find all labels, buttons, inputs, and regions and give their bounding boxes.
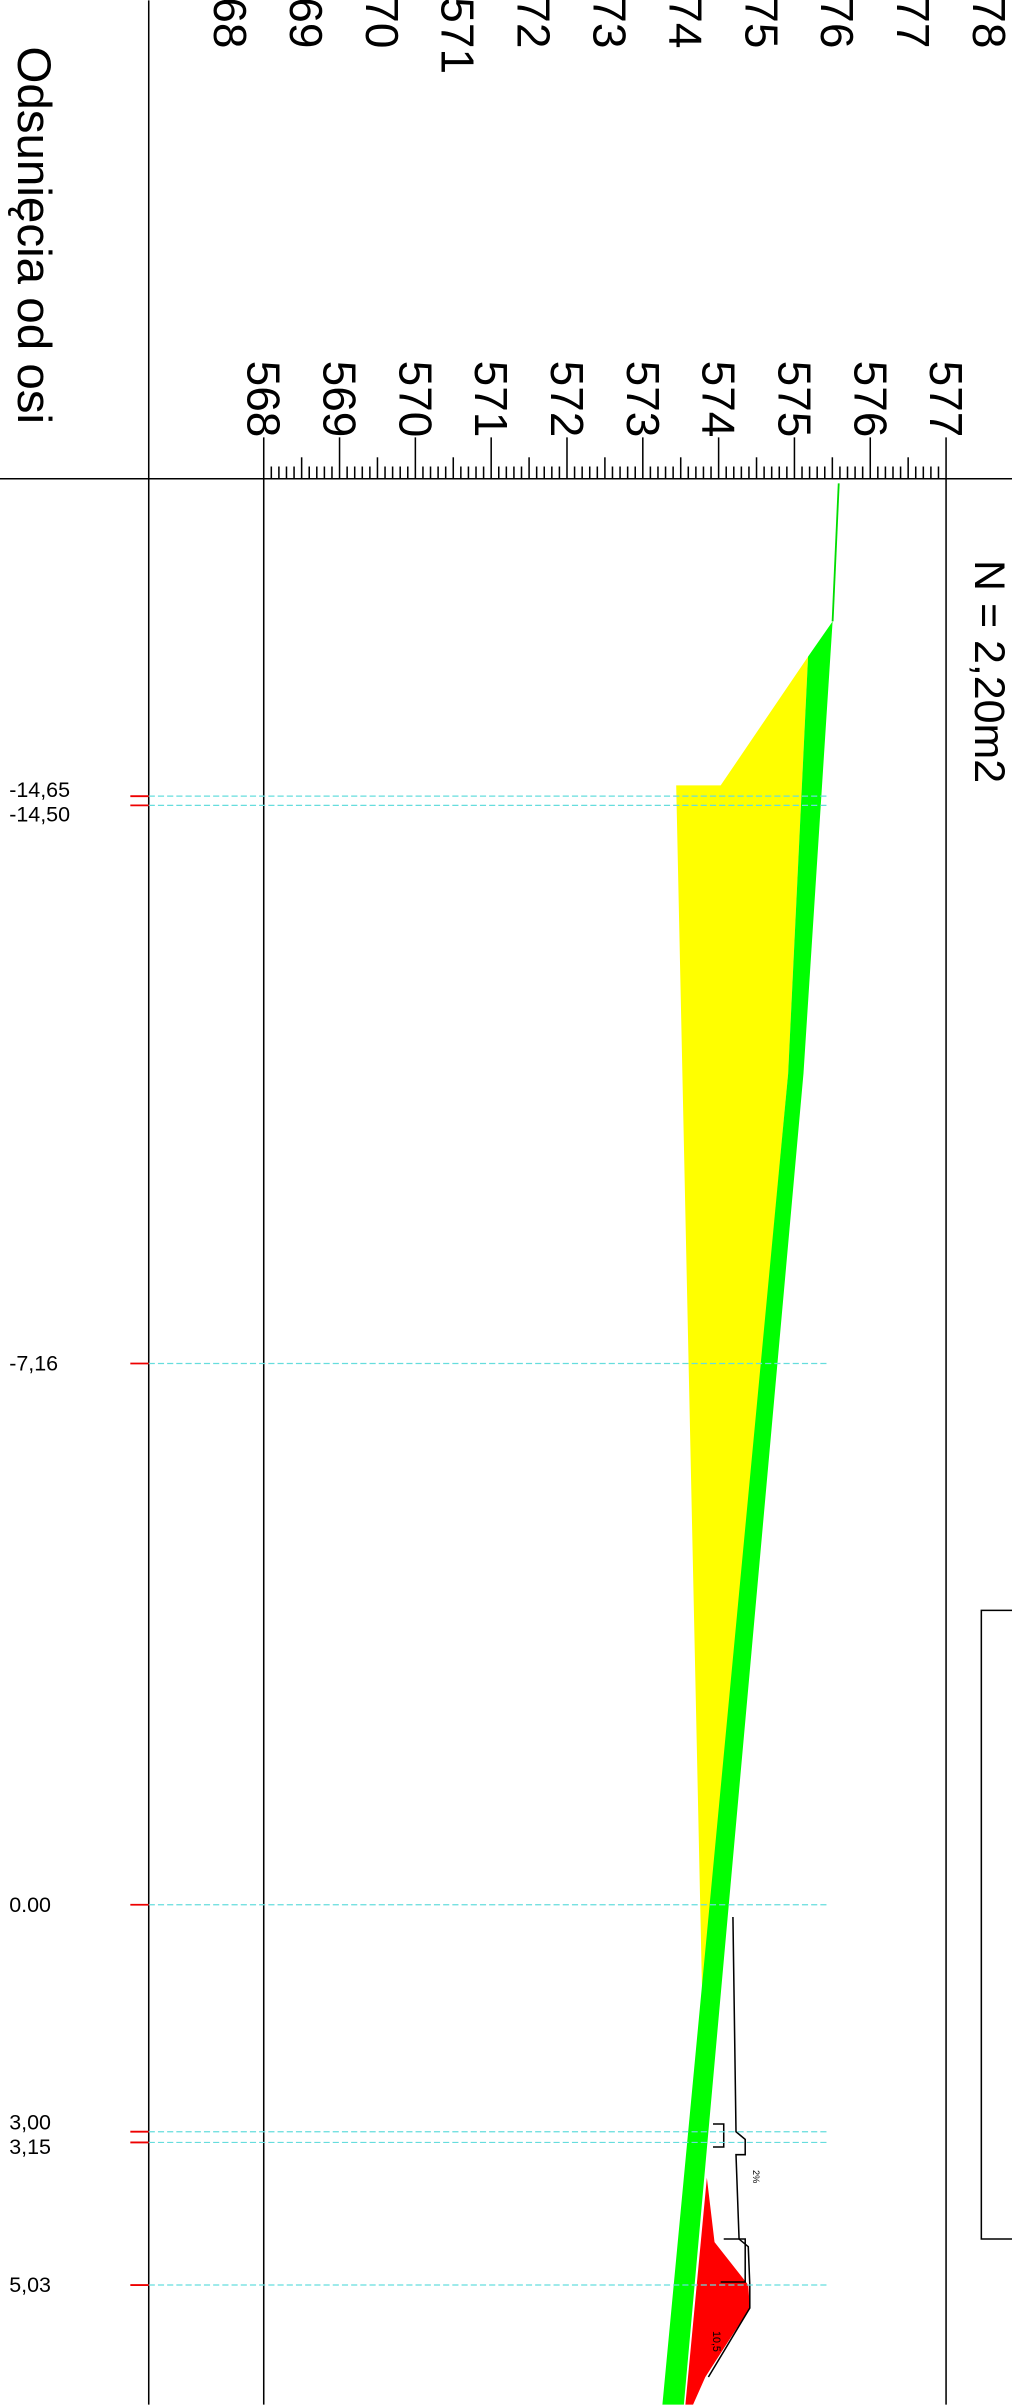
- road-structure: [720, 2238, 746, 2283]
- elevation-label: 575: [768, 361, 820, 438]
- elevation-label-top: 68: [204, 0, 256, 48]
- elevation-label: 569: [314, 361, 366, 438]
- offset-label: -14,50: [9, 803, 70, 827]
- area-label: N = 2,20m2: [965, 560, 1012, 783]
- offset-label: 3,15: [9, 2135, 51, 2159]
- offset-label: 3,00: [9, 2111, 51, 2135]
- elevation-label-top: 77: [887, 0, 939, 48]
- elevation-label-top: 72: [508, 0, 560, 48]
- offset-label: -7,16: [9, 1352, 58, 1376]
- elevation-label: 568: [238, 361, 290, 438]
- elevation-label-top: 70: [356, 0, 408, 48]
- title: Odsunięcia od osi: [7, 46, 60, 424]
- elevation-label: 572: [541, 361, 593, 438]
- elevation-label-top: 571: [432, 0, 484, 74]
- terrain-line: [831, 483, 840, 622]
- elevation-label: 570: [389, 361, 441, 438]
- elevation-label-top: 73: [584, 0, 636, 48]
- cut-area: [676, 656, 809, 2002]
- elevation-label-top: 76: [811, 0, 863, 48]
- offset-label: 0.00: [9, 1893, 51, 1917]
- legend-box: [980, 1609, 1012, 2240]
- offset-label: -14,65: [9, 778, 70, 802]
- offset-label: 5,03: [9, 2273, 51, 2297]
- elevation-label-top: 78: [963, 0, 1012, 48]
- road-structure: [707, 1917, 751, 2378]
- elevation-label: 573: [617, 361, 669, 438]
- topsoil-area: [662, 621, 833, 2405]
- elevation-label-top: 75: [735, 0, 787, 48]
- road-structure: [713, 2123, 725, 2148]
- slope-label: 2%: [751, 2170, 761, 2183]
- elevation-label-top: 74: [659, 0, 711, 48]
- dim-label: 10,5: [710, 2331, 722, 2352]
- elevation-label: 574: [693, 361, 745, 438]
- fill-area: [685, 2177, 750, 2405]
- elevation-label-top: 69: [280, 0, 332, 48]
- elevation-label: 576: [844, 361, 896, 438]
- elevation-label: 577: [920, 361, 972, 438]
- elevation-label: 571: [465, 361, 517, 438]
